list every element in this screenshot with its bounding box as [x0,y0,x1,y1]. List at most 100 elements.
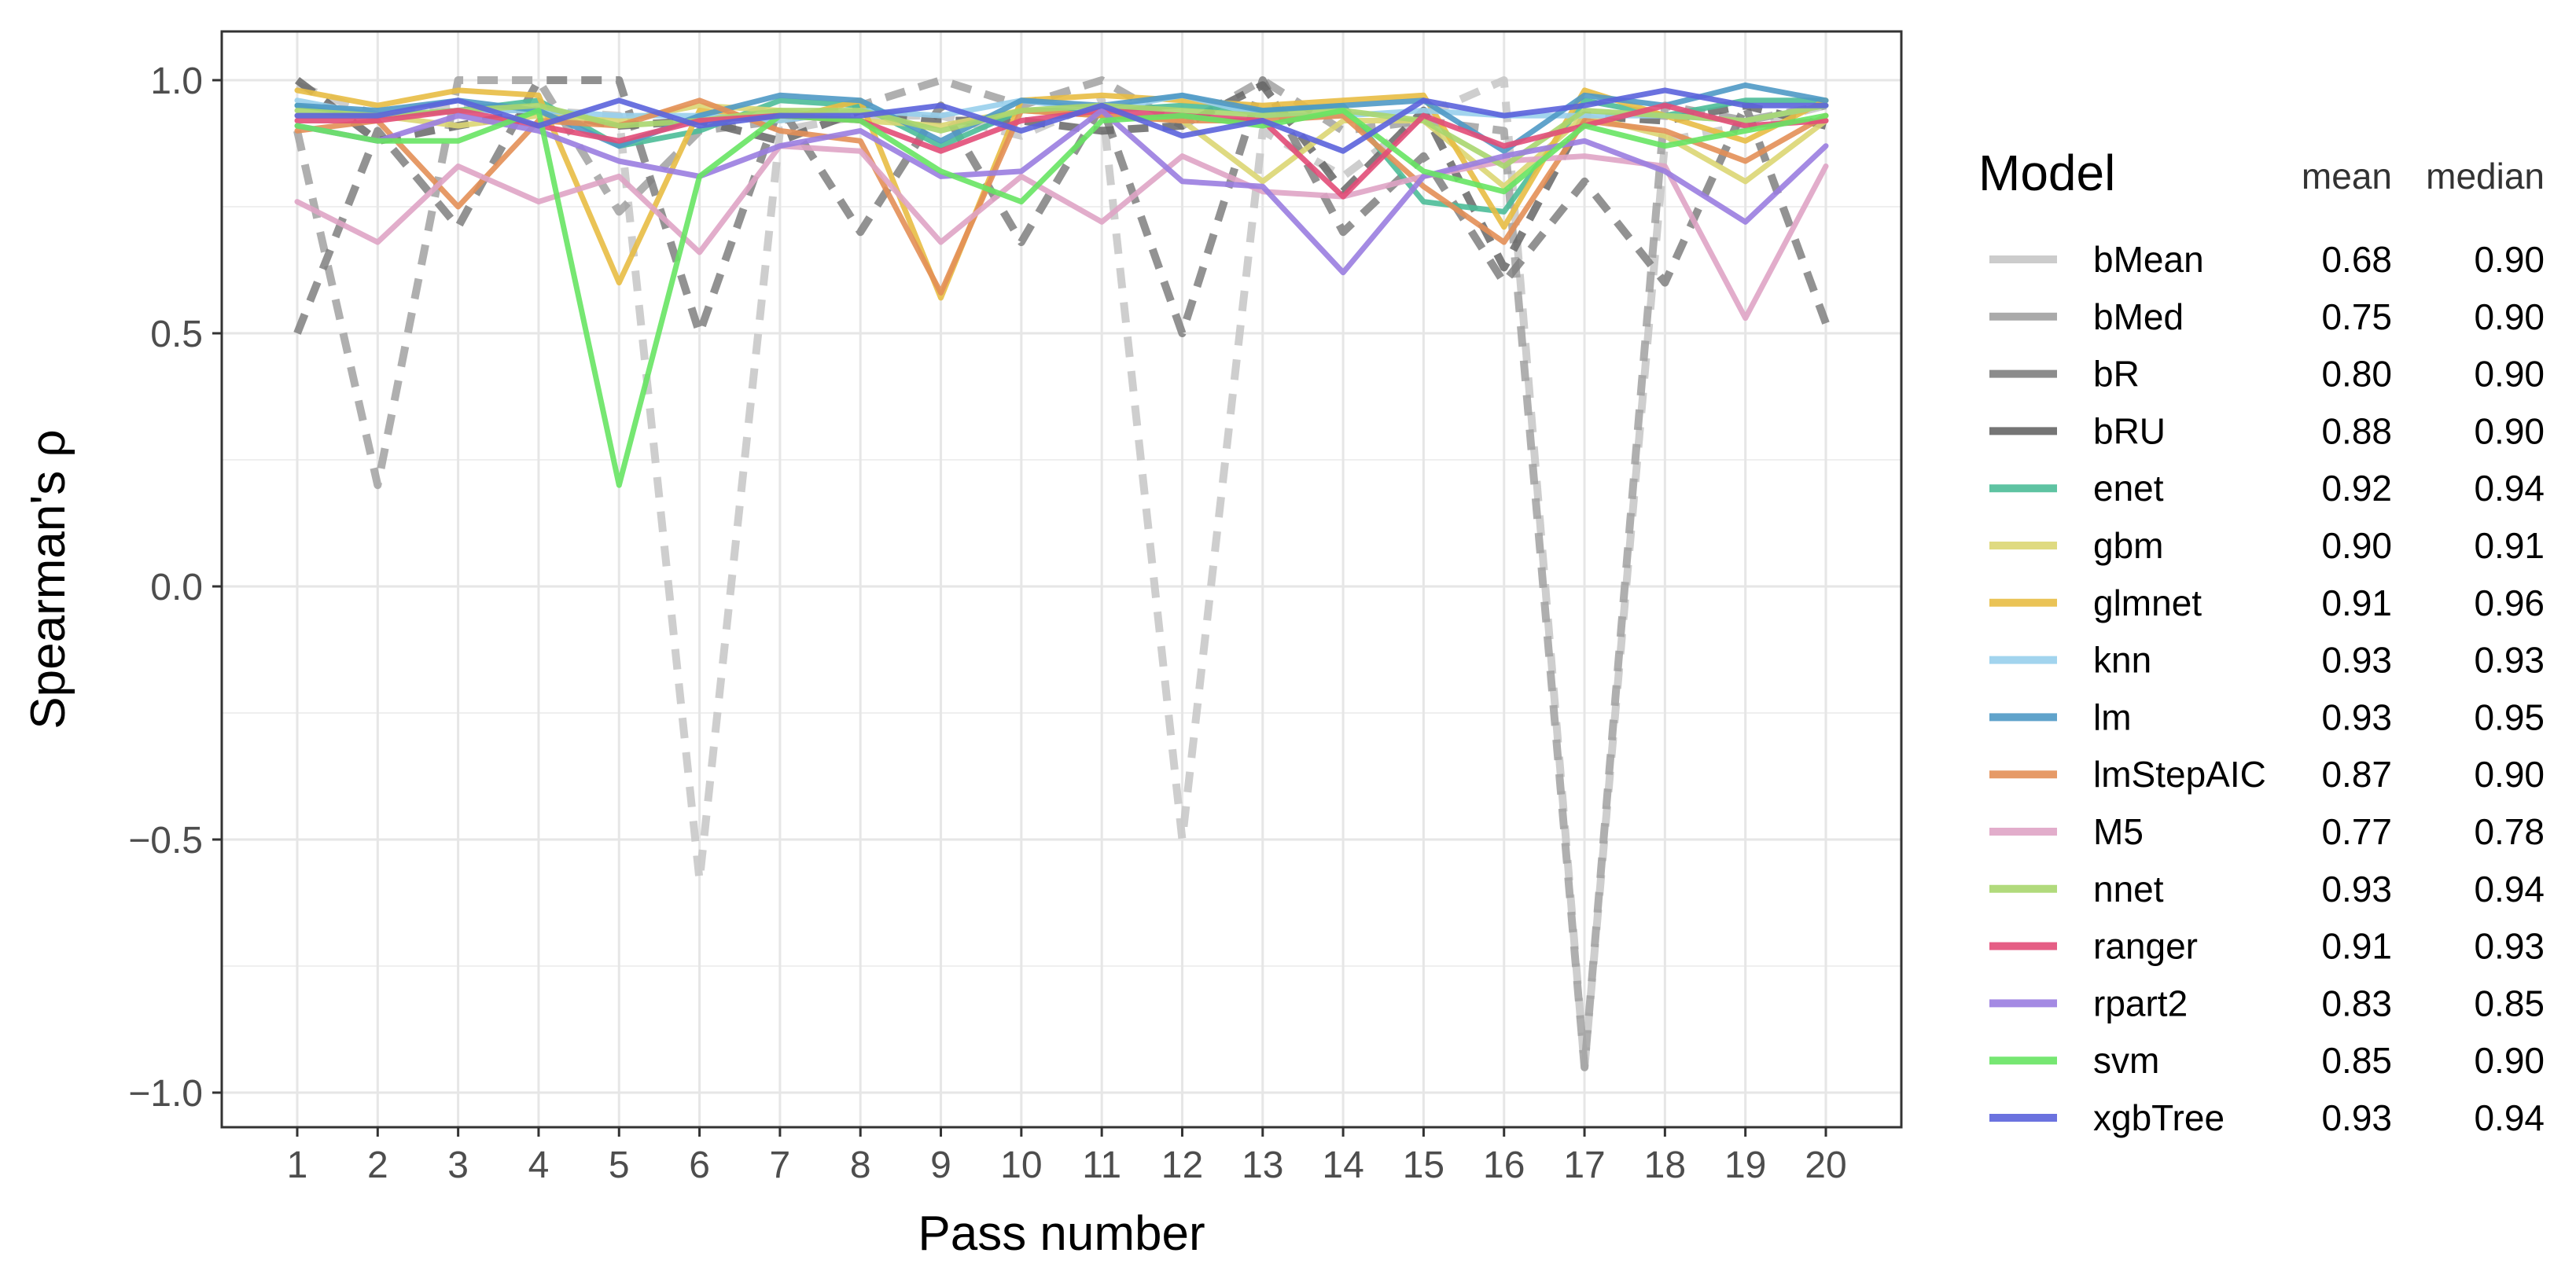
legend-mean-value: 0.93 [2321,1097,2392,1138]
legend-median-value: 0.94 [2474,468,2545,509]
legend-label: bRU [2093,410,2166,451]
legend-mean-value: 0.75 [2321,296,2392,337]
legend-item: glmnet 0.91 0.96 [1989,582,2545,623]
legend-median-value: 0.90 [2474,239,2545,280]
panel-border [220,30,1903,1129]
legend-median-value: 0.90 [2474,1040,2545,1081]
y-axis-title: Spearman's ρ [21,429,75,729]
legend-label: lm [2093,696,2132,737]
x-tick-label: 19 [1724,1145,1766,1186]
x-tick-label: 9 [930,1145,951,1186]
legend-header-median: median [2426,156,2545,197]
series-line-rpart2 [294,108,1829,276]
x-tick-label: 10 [1000,1145,1042,1186]
y-tick-label: 0.0 [150,567,203,608]
x-tick-label: 18 [1644,1145,1686,1186]
x-tick-label: 3 [447,1145,469,1186]
legend-mean-value: 0.92 [2321,468,2392,509]
x-tick-label: 6 [689,1145,710,1186]
legend-median-value: 0.96 [2474,582,2545,623]
legend-label: ranger [2093,926,2198,967]
legend-item: bR 0.80 0.90 [1989,354,2545,395]
legend-median-value: 0.85 [2474,983,2545,1023]
legend-title: Model [1978,145,2115,201]
legend-mean-value: 0.91 [2321,582,2392,623]
y-axis: 1.0 0.5 0.0 −0.5 −1.0 [128,61,222,1115]
legend-label: bR [2093,354,2140,395]
series-line-m5 [294,143,1829,322]
x-tick-label: 11 [1082,1145,1121,1186]
legend-item: bMean 0.68 0.90 [1989,239,2545,280]
legend-median-value: 0.94 [2474,1097,2545,1138]
series-line-svm [294,108,1829,488]
legend-label: knn [2093,640,2151,681]
x-tick-label: 12 [1161,1145,1203,1186]
legend-item: nnet 0.93 0.94 [1989,869,2545,909]
grid-major [222,31,1901,1127]
series-line-bmed [293,76,1827,1071]
x-tick-label: 17 [1563,1145,1605,1186]
x-axis-title: Pass number [918,1207,1205,1261]
legend-mean-value: 0.93 [2321,869,2392,909]
y-tick-label: 1.0 [150,61,203,102]
x-axis: 1 2 3 4 5 6 7 8 9 10 11 12 13 14 15 16 17 18 19 20 [287,1127,1847,1186]
x-tick-label: 1 [287,1145,308,1186]
legend-median-value: 0.91 [2474,525,2545,566]
legend-item: lmStepAIC 0.87 0.90 [1989,754,2545,795]
legend-mean-value: 0.80 [2321,354,2392,395]
legend-item: ranger 0.91 0.93 [1989,926,2545,967]
legend-mean-value: 0.83 [2321,983,2392,1023]
legend-median-value: 0.95 [2474,696,2545,737]
legend-item: M5 0.77 0.78 [1989,811,2545,852]
legend-label: xgbTree [2093,1097,2225,1138]
plot-panel [220,30,1903,1129]
legend-label: M5 [2093,811,2144,852]
legend-item: bRU 0.88 0.90 [1989,410,2545,451]
legend-median-value: 0.94 [2474,869,2545,909]
x-tick-label: 14 [1322,1145,1363,1186]
legend-item: rpart2 0.83 0.85 [1989,983,2545,1023]
grid-minor [222,206,1901,967]
x-tick-label: 8 [850,1145,871,1186]
legend-item: bMed 0.75 0.90 [1989,296,2545,337]
legend: Model mean median bMean 0.68 0.90 bMed 0.75 0… [1978,145,2545,1138]
legend-mean-value: 0.91 [2321,926,2392,967]
y-tick-label: −0.5 [128,820,203,862]
legend-item: gbm 0.90 0.91 [1989,525,2545,566]
legend-median-value: 0.78 [2474,811,2545,852]
x-tick-label: 4 [528,1145,550,1186]
legend-mean-value: 0.93 [2321,640,2392,681]
legend-item: xgbTree 0.93 0.94 [1989,1097,2545,1138]
legend-median-value: 0.93 [2474,926,2545,967]
legend-median-value: 0.93 [2474,640,2545,681]
x-tick-label: 16 [1483,1145,1525,1186]
legend-label: rpart2 [2093,983,2188,1023]
y-tick-label: −1.0 [128,1073,203,1115]
y-tick-label: 0.5 [150,314,203,355]
legend-label: bMean [2093,239,2204,280]
series-line-xgbtree [294,87,1829,154]
legend-mean-value: 0.90 [2321,525,2392,566]
legend-median-value: 0.90 [2474,296,2545,337]
legend-item: enet 0.92 0.94 [1989,468,2545,509]
legend-median-value: 0.90 [2474,754,2545,795]
x-tick-label: 5 [609,1145,630,1186]
legend-item: svm 0.85 0.90 [1989,1040,2545,1081]
legend-label: gbm [2093,525,2163,566]
x-tick-label: 2 [367,1145,388,1186]
legend-label: svm [2093,1040,2159,1081]
series-line-nnet [294,102,1829,169]
series-line-br [293,76,1830,337]
legend-item: lm 0.93 0.95 [1989,696,2545,737]
x-tick-label: 13 [1242,1145,1283,1186]
legend-median-value: 0.90 [2474,354,2545,395]
x-tick-label: 7 [770,1145,791,1186]
legend-label: glmnet [2093,582,2202,623]
legend-mean-value: 0.77 [2321,811,2392,852]
legend-label: bMed [2093,296,2184,337]
legend-item: knn 0.93 0.93 [1989,640,2545,681]
legend-header-mean: mean [2302,156,2392,197]
legend-mean-value: 0.85 [2321,1040,2392,1081]
x-tick-label: 20 [1805,1145,1846,1186]
